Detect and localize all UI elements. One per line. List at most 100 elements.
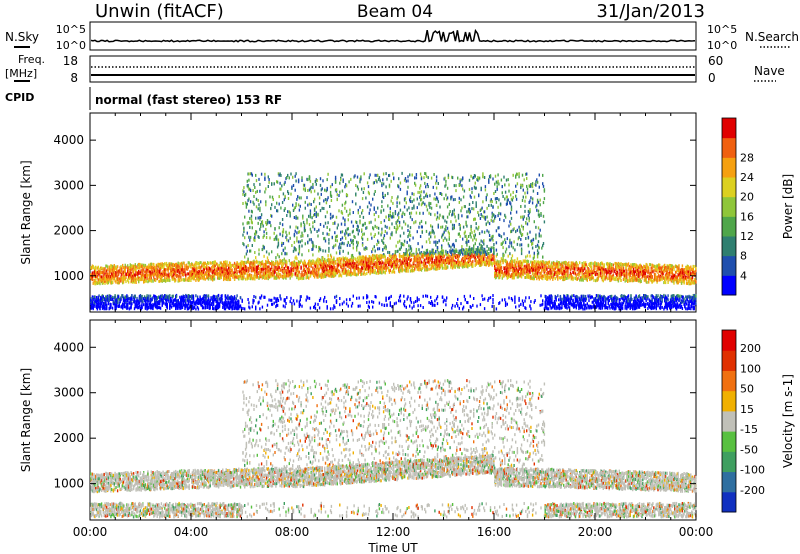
echo-cell <box>370 261 372 265</box>
echo-cell <box>327 257 329 261</box>
echo-cell <box>430 267 432 271</box>
echo-cell <box>95 278 97 282</box>
echo-cell <box>399 294 402 298</box>
echo-cell <box>372 227 375 231</box>
echo-cell <box>349 265 351 268</box>
echo-cell <box>299 260 301 264</box>
echo-cell <box>125 299 127 302</box>
echo-cell <box>323 199 325 203</box>
echo-cell <box>398 270 401 274</box>
echo-cell <box>240 274 243 278</box>
echo-cell <box>237 307 239 311</box>
echo-cell <box>208 274 211 277</box>
echo-cell <box>330 199 333 202</box>
echo-cell <box>405 258 407 262</box>
echo-cell <box>224 301 227 305</box>
echo-cell <box>91 295 94 299</box>
echo-cell <box>199 266 201 270</box>
echo-cell <box>347 233 349 237</box>
echo-cell <box>414 267 416 271</box>
echo-cell <box>407 257 409 261</box>
echo-cell <box>220 298 222 302</box>
echo-cell <box>306 274 308 278</box>
echo-cell <box>223 261 226 265</box>
echo-cell <box>217 265 219 269</box>
echo-cell <box>212 277 215 281</box>
echo-cell <box>374 265 376 269</box>
echo-cell <box>164 262 166 266</box>
echo-cell <box>402 254 404 258</box>
echo-cell <box>316 264 318 268</box>
echo-cell <box>127 266 130 270</box>
echo-cell <box>276 180 278 184</box>
nsky-tick-top: 10^5 <box>56 23 86 36</box>
echo-cell <box>187 277 189 280</box>
echo-cell <box>391 222 393 226</box>
echo-cell <box>246 184 248 188</box>
echo-cell <box>388 297 390 301</box>
echo-cell <box>122 281 124 285</box>
echo-cell <box>228 302 231 306</box>
echo-cell <box>389 213 391 217</box>
echo-cell <box>357 259 359 263</box>
echo-cell <box>433 197 435 201</box>
echo-cell <box>218 268 221 272</box>
echo-cell <box>144 303 147 307</box>
echo-cell <box>190 279 192 282</box>
echo-cell <box>108 271 110 275</box>
echo-cell <box>302 220 305 224</box>
echo-cell <box>121 272 123 276</box>
echo-cell <box>124 266 126 270</box>
echo-cell <box>351 264 354 268</box>
echo-cell <box>359 180 361 184</box>
echo-cell <box>414 220 417 224</box>
echo-cell <box>148 272 151 276</box>
echo-cell <box>217 305 219 309</box>
echo-cell <box>207 262 210 266</box>
echo-cell <box>223 276 225 280</box>
echo-cell <box>193 305 195 309</box>
echo-cell <box>286 274 288 278</box>
echo-cell <box>184 307 186 310</box>
echo-cell <box>268 261 270 265</box>
echo-cell <box>132 299 135 303</box>
echo-cell <box>256 260 258 264</box>
echo-cell <box>116 265 119 269</box>
echo-cell <box>247 270 249 274</box>
echo-cell <box>133 280 136 284</box>
echo-cell <box>371 267 373 271</box>
echo-cell <box>280 297 282 301</box>
echo-cell <box>291 261 293 265</box>
echo-cell <box>296 268 298 271</box>
echo-cell <box>330 194 333 198</box>
echo-cell <box>273 271 275 275</box>
echo-cell <box>385 215 387 219</box>
echo-cell <box>257 271 259 275</box>
echo-cell <box>266 256 269 260</box>
echo-cell <box>308 270 310 274</box>
echo-cell <box>315 245 317 249</box>
echo-cell <box>214 305 216 309</box>
echo-cell <box>381 205 383 208</box>
echo-cell <box>282 304 285 308</box>
echo-cell <box>164 270 166 274</box>
echo-cell <box>116 304 118 308</box>
echo-cell <box>124 305 126 309</box>
echo-cell <box>193 263 195 267</box>
echo-cell <box>216 298 218 302</box>
echo-cell <box>193 266 195 270</box>
echo-cell <box>106 278 108 282</box>
echo-cell <box>341 269 344 273</box>
echo-cell <box>202 295 205 299</box>
echo-cell <box>196 276 198 280</box>
echo-cell <box>279 187 281 191</box>
echo-cell <box>208 272 211 276</box>
echo-cell <box>302 276 304 280</box>
echo-cell <box>392 212 394 216</box>
echo-cell <box>201 270 204 274</box>
echo-cell <box>411 173 413 177</box>
echo-cell <box>350 254 353 258</box>
echo-cell <box>277 265 280 269</box>
echo-cell <box>180 297 182 301</box>
echo-cell <box>361 255 364 259</box>
